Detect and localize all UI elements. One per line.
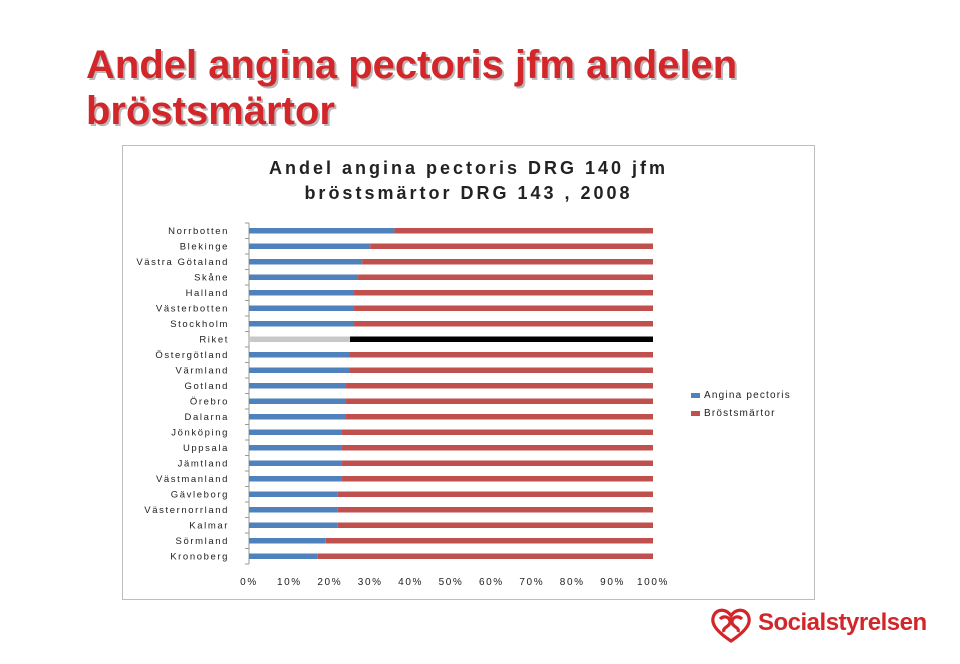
x-tick-label: 60% [479,577,504,588]
x-tick-label: 0% [240,577,258,588]
x-tick-label: 30% [358,577,383,588]
chart-area: Andel angina pectoris DRG 140 jfm brösts… [122,145,815,600]
bar-brostsmartor [358,274,653,280]
y-tick-label: Blekinge [180,241,229,252]
y-tick-label: Skåne [194,272,229,283]
y-tick-label: Norrbotten [168,226,229,237]
y-tick-label: Sörmland [176,536,229,547]
y-tick-label: Västernorrland [144,505,229,516]
bar-brostsmartor [345,414,653,420]
y-tick-label: Östergötland [155,350,229,361]
bar-brostsmartor [337,507,653,513]
chart-title: Andel angina pectoris DRG 140 jfm brösts… [123,156,814,206]
y-tick-label: Halland [186,288,229,299]
y-tick-label: Västmanland [156,474,229,485]
bar-angina [249,243,371,249]
bar-brostsmartor [337,522,653,528]
bar-angina [249,305,355,311]
bar-brostsmartor [341,476,653,482]
bar-brostsmartor [345,383,653,389]
bar-angina [249,538,326,544]
bar-angina [249,414,346,420]
heart-logo-icon [711,608,751,643]
bar-angina [249,228,395,234]
chart-title-line-2: bröstsmärtor DRG 143 , 2008 [304,183,633,203]
x-tick-label: 90% [600,577,625,588]
y-tick-label: Kalmar [189,520,229,531]
y-tick-label: Kronoberg [170,551,229,562]
x-tick-label: 70% [519,577,544,588]
x-tick-label: 40% [398,577,423,588]
bar-brostsmartor [354,305,653,311]
logo-text: Socialstyrelsen [758,609,927,636]
legend-item-angina: Angina pectoris [691,386,791,404]
bar-angina [249,553,318,559]
bar-brostsmartor [341,460,653,466]
bar-brostsmartor [341,429,653,435]
x-tick-label: 100% [637,577,669,588]
bar-angina [249,476,342,482]
legend: Angina pectoris Bröstsmärtor [691,386,791,422]
bar-angina [249,290,355,296]
bar-angina [249,460,342,466]
slide-title: Andel angina pectoris jfm andelen brösts… [86,43,738,133]
bar-brostsmartor [345,398,653,404]
y-tick-label: Uppsala [183,443,229,454]
bar-angina [249,321,355,327]
bar-angina [249,507,338,513]
legend-label-brostsmartor: Bröstsmärtor [704,407,776,419]
y-tick-label: Värmland [176,365,229,376]
y-tick-label: Västra Götaland [136,257,229,268]
y-tick-label: Gävleborg [171,489,229,500]
x-tick-label: 20% [317,577,342,588]
bar-angina [249,352,350,358]
socialstyrelsen-logo: Socialstyrelsen [708,603,927,647]
bar-angina [249,274,359,280]
bar-brostsmartor [350,367,653,373]
bar-brostsmartor [370,243,653,249]
bar-brostsmartor [354,321,653,327]
bar-brostsmartor [325,538,653,544]
bar-angina [249,383,346,389]
bar-brostsmartor [317,553,653,559]
bar-brostsmartor [341,445,653,451]
bar-brostsmartor [354,290,653,296]
y-tick-label: Gotland [185,381,229,392]
bar-angina [249,522,338,528]
chart-title-line-1: Andel angina pectoris DRG 140 jfm [268,158,669,178]
chart-plot: Norrbotten Blekinge Västra Götaland Skåne Ha… [136,222,669,588]
x-tick-label: 50% [439,577,464,588]
legend-label-angina: Angina pectoris [704,389,791,401]
bar-brostsmartor [350,336,653,342]
bar-angina [249,367,350,373]
bar-angina [249,336,350,342]
bar-angina [249,398,346,404]
y-tick-label: Riket [199,334,229,345]
legend-swatch-angina [691,392,700,398]
y-tick-label: Jönköping [171,427,229,438]
bar-angina [249,429,342,435]
y-tick-label: Dalarna [185,412,229,423]
bar-brostsmartor [350,352,653,358]
x-tick-label: 80% [560,577,585,588]
y-tick-label: Västerbotten [156,303,229,314]
bar-angina [249,491,338,497]
y-tick-label: Örebro [190,396,229,407]
legend-item-brostsmartor: Bröstsmärtor [691,404,791,422]
bar-angina [249,445,342,451]
y-tick-label: Jämtland [178,458,229,469]
bar-brostsmartor [394,228,653,234]
legend-swatch-brostsmartor [691,410,700,416]
x-tick-label: 10% [277,577,302,588]
bar-brostsmartor [337,491,653,497]
bar-brostsmartor [362,259,653,265]
y-tick-label: Stockholm [170,319,229,330]
bar-angina [249,259,363,265]
